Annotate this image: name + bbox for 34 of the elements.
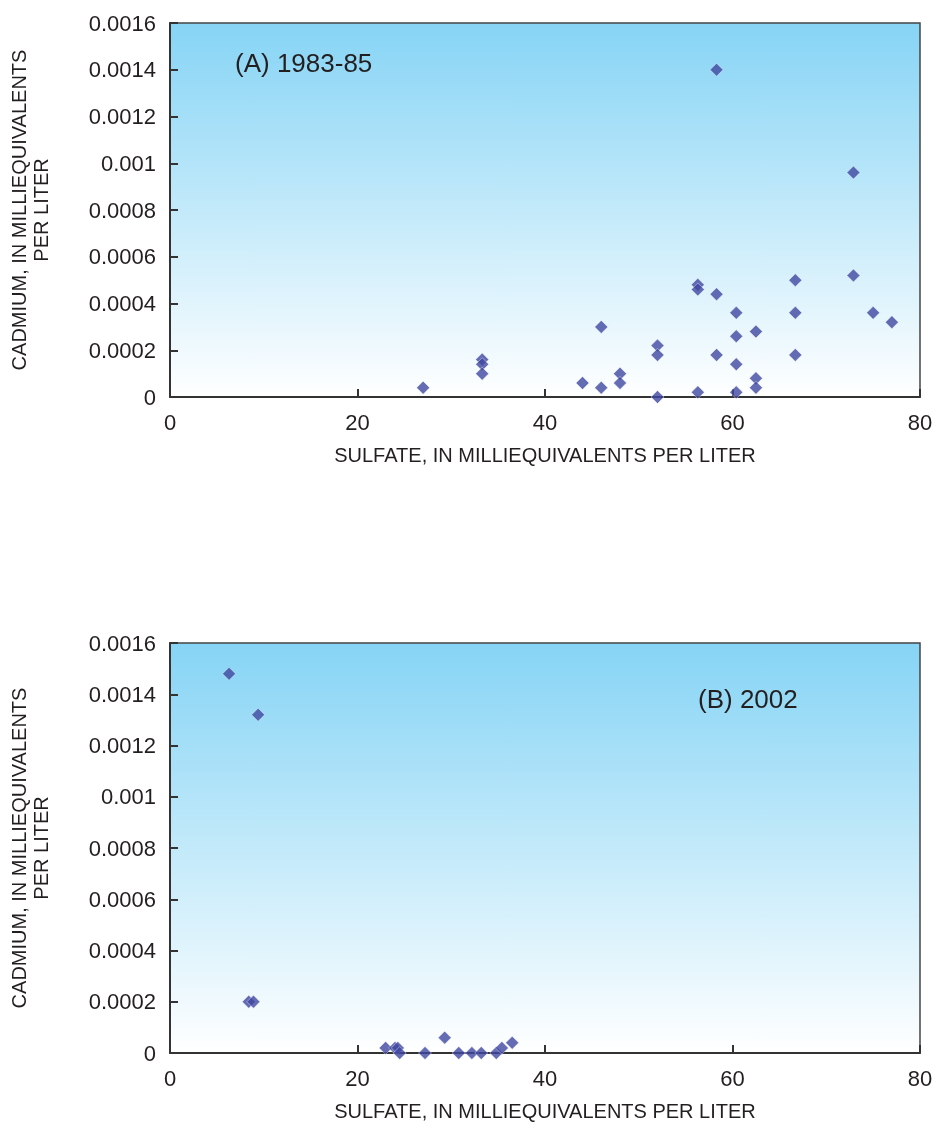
y-tick-label: 0 [143,1040,156,1066]
text: (A) 1983-85 [235,48,373,78]
y-tick-label: 0.0008 [88,835,156,861]
y-axis-title: CADMIUM, IN MILLIEQUIVALENTS PER LITER [8,687,52,1009]
y-tick-label: 0.0012 [88,104,156,129]
x-tick-label: 20 [345,409,370,435]
x-axis-title: SULFATE, IN MILLIEQUIVALENTS PER LITER [334,1100,756,1122]
x-tick-label: 20 [345,1065,370,1091]
y-tick-label: 0.001 [100,784,156,810]
y-tick-label: 0.0006 [88,886,156,912]
y-tick-label: 0.0016 [88,10,156,36]
y-tick-label: 0 [143,384,156,410]
x-tick-label: 80 [907,409,933,435]
y-tick-label: 0.0008 [88,197,156,223]
y-tick-label: 0.0002 [88,337,156,363]
x-tick-label: 0 [163,1065,177,1091]
y-tick-label: 0.001 [100,150,156,176]
x-tick-label: 40 [532,1065,558,1091]
x-tick-label: 60 [720,1065,745,1091]
y-axis-title: CADMIUM, IN MILLIEQUIVALENTS PER LITER [8,49,52,371]
x-tick-label: 0 [163,409,177,435]
x-axis-title: SULFATE, IN MILLIEQUIVALENTS PER LITER [334,444,756,466]
y-tick-label: 0.0002 [88,989,156,1015]
x-tick-label: 80 [907,1065,933,1091]
y-tick-label: 0.0006 [88,244,156,270]
y-tick-label: 0.0014 [88,57,156,83]
text: (B) 2002 [698,684,798,714]
y-tick-label: 0.0014 [88,681,156,707]
y-tick-label: 0.0016 [88,630,156,656]
x-tick-label: 40 [532,409,558,435]
x-tick-label: 60 [720,409,745,435]
y-tick-label: 0.0004 [88,938,156,963]
y-tick-label: 0.0012 [88,733,156,758]
y-tick-label: 0.0004 [88,291,156,316]
